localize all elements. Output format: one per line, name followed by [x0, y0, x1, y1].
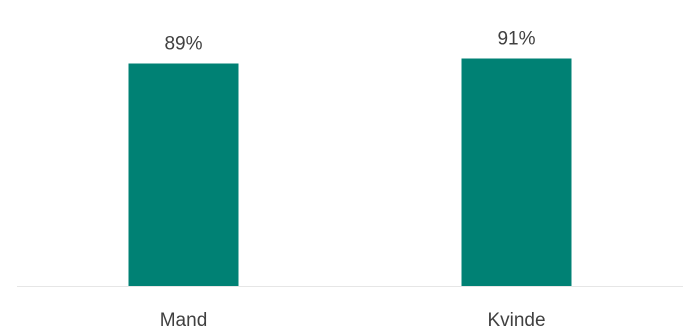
category-label-mand: Mand — [160, 310, 208, 331]
category-label-kvinde: Kvinde — [487, 310, 545, 331]
data-label-kvinde: 91% — [497, 29, 535, 50]
bar-mand — [128, 63, 239, 286]
bars-group — [128, 58, 572, 286]
data-labels-group: 89% 91% — [164, 29, 535, 55]
data-label-mand: 89% — [164, 34, 202, 55]
category-labels-group: Mand Kvinde — [160, 310, 546, 331]
bar-kvinde — [461, 58, 572, 286]
